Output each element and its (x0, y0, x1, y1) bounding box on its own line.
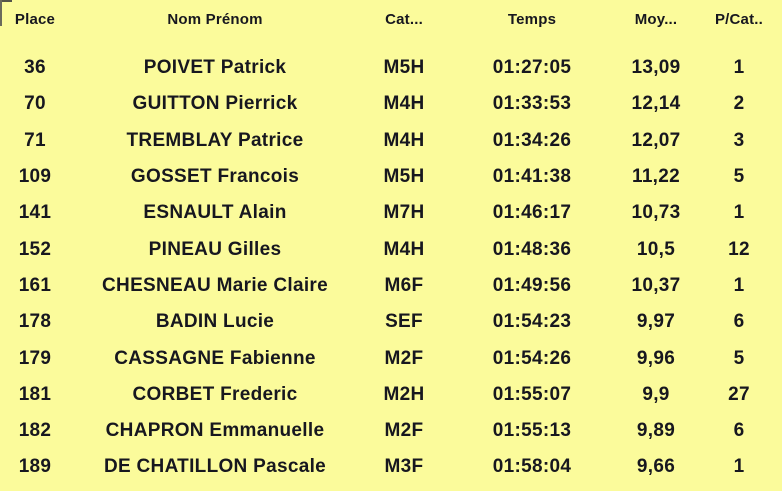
column-header-name: Nom Prénom (167, 11, 263, 28)
cell-moy: 9,96 (636, 347, 676, 369)
table-row: 178 BADIN Lucie SEF 01:54:23 9,97 6 (0, 304, 782, 340)
cell-cat: M6F (384, 274, 424, 296)
cell-name: GUITTON Pierrick (132, 93, 298, 115)
column-header-cat: Cat... (385, 11, 423, 28)
table-row: 152 PINEAU Gilles M4H 01:48:36 10,5 12 (0, 231, 782, 267)
cell-moy: 12,14 (631, 93, 681, 115)
cell-moy: 9,97 (636, 311, 676, 333)
cell-cat: M2H (383, 383, 425, 405)
column-header-place: Place (14, 11, 56, 28)
column-header-pcat: P/Cat.. (714, 11, 764, 28)
cell-temps: 01:54:23 (492, 311, 572, 333)
cell-moy: 9,9 (642, 383, 670, 405)
cell-cat: M4H (383, 93, 425, 115)
column-header-moy: Moy... (634, 11, 678, 28)
cell-pcat: 5 (733, 347, 745, 369)
table-header-row: Place Nom Prénom Cat... Temps Moy... P/C… (0, 0, 782, 50)
cell-name: TREMBLAY Patrice (126, 129, 304, 151)
cell-cat: M3F (384, 456, 424, 478)
table-row: 36 POIVET Patrick M5H 01:27:05 13,09 1 (0, 50, 782, 86)
cell-moy: 9,89 (636, 420, 676, 442)
cell-place: 189 (18, 456, 52, 478)
table-row: 71 TREMBLAY Patrice M4H 01:34:26 12,07 3 (0, 123, 782, 159)
table-row: 161 CHESNEAU Marie Claire M6F 01:49:56 10,37… (0, 268, 782, 304)
cell-pcat: 1 (733, 274, 745, 296)
cell-temps: 01:58:04 (492, 456, 572, 478)
cell-moy: 10,73 (631, 202, 681, 224)
cell-temps: 01:48:36 (492, 238, 572, 260)
cell-name: POIVET Patrick (143, 57, 287, 79)
cell-temps: 01:27:05 (492, 57, 572, 79)
cell-pcat: 6 (733, 311, 745, 333)
crop-artifact-top (0, 0, 12, 2)
cell-pcat: 27 (728, 383, 750, 405)
cell-temps: 01:55:13 (492, 420, 572, 442)
cell-name: DE CHATILLON Pascale (103, 456, 327, 478)
cell-temps: 01:34:26 (492, 129, 572, 151)
cell-name: BADIN Lucie (155, 311, 275, 333)
cell-place: 161 (18, 274, 52, 296)
cell-pcat: 1 (733, 202, 745, 224)
cell-place: 182 (18, 420, 52, 442)
cell-cat: M2F (384, 347, 424, 369)
cell-pcat: 12 (728, 238, 750, 260)
cell-name: CORBET Frederic (132, 383, 298, 405)
table-row: 141 ESNAULT Alain M7H 01:46:17 10,73 1 (0, 195, 782, 231)
table-row: 182 CHAPRON Emmanuelle M2F 01:55:13 9,89 6 (0, 413, 782, 449)
cell-moy: 10,37 (631, 274, 681, 296)
cell-moy: 12,07 (631, 129, 681, 151)
cell-moy: 10,5 (636, 238, 676, 260)
table-body: 36 POIVET Patrick M5H 01:27:05 13,09 1 70 GUITT… (0, 50, 782, 486)
cell-name: ESNAULT Alain (143, 202, 287, 224)
cell-moy: 11,22 (632, 166, 680, 188)
cell-moy: 9,66 (636, 456, 676, 478)
cell-place: 181 (18, 383, 52, 405)
cell-place: 71 (24, 129, 46, 151)
cell-pcat: 6 (733, 420, 745, 442)
cell-cat: M4H (383, 238, 425, 260)
cell-cat: M5H (383, 166, 425, 188)
cell-pcat: 2 (733, 93, 745, 115)
cell-place: 152 (18, 238, 52, 260)
cell-name: CASSAGNE Fabienne (114, 347, 316, 369)
table-row: 179 CASSAGNE Fabienne M2F 01:54:26 9,96 5 (0, 340, 782, 376)
cell-temps: 01:33:53 (492, 93, 572, 115)
table-row: 70 GUITTON Pierrick M4H 01:33:53 12,14 2 (0, 86, 782, 122)
cell-temps: 01:41:38 (492, 166, 572, 188)
cell-pcat: 3 (733, 129, 745, 151)
cell-cat: M7H (383, 202, 425, 224)
cell-name: PINEAU Gilles (148, 238, 282, 260)
cell-cat: M5H (383, 57, 425, 79)
crop-artifact-left (0, 0, 2, 26)
cell-name: CHESNEAU Marie Claire (102, 274, 328, 296)
cell-place: 179 (18, 347, 52, 369)
cell-place: 109 (18, 166, 52, 188)
cell-place: 178 (18, 311, 52, 333)
cell-moy: 13,09 (631, 57, 681, 79)
cell-cat: M2F (384, 420, 424, 442)
cell-pcat: 5 (733, 166, 745, 188)
cell-temps: 01:54:26 (492, 347, 572, 369)
cell-temps: 01:46:17 (492, 202, 572, 224)
table-row: 189 DE CHATILLON Pascale M3F 01:58:04 9,66 1 (0, 449, 782, 485)
cell-place: 36 (24, 57, 46, 79)
cell-place: 141 (18, 202, 52, 224)
cell-cat: M4H (383, 129, 425, 151)
cell-cat: SEF (385, 311, 423, 333)
table-row: 109 GOSSET Francois M5H 01:41:38 11,22 5 (0, 159, 782, 195)
cell-pcat: 1 (733, 57, 745, 79)
column-header-temps: Temps (507, 11, 557, 28)
cell-name: CHAPRON Emmanuelle (105, 420, 325, 442)
cell-name: GOSSET Francois (130, 166, 300, 188)
cell-temps: 01:55:07 (492, 383, 572, 405)
cell-place: 70 (24, 93, 46, 115)
cell-temps: 01:49:56 (492, 274, 572, 296)
cell-pcat: 1 (733, 456, 745, 478)
table-row: 181 CORBET Frederic M2H 01:55:07 9,9 27 (0, 377, 782, 413)
